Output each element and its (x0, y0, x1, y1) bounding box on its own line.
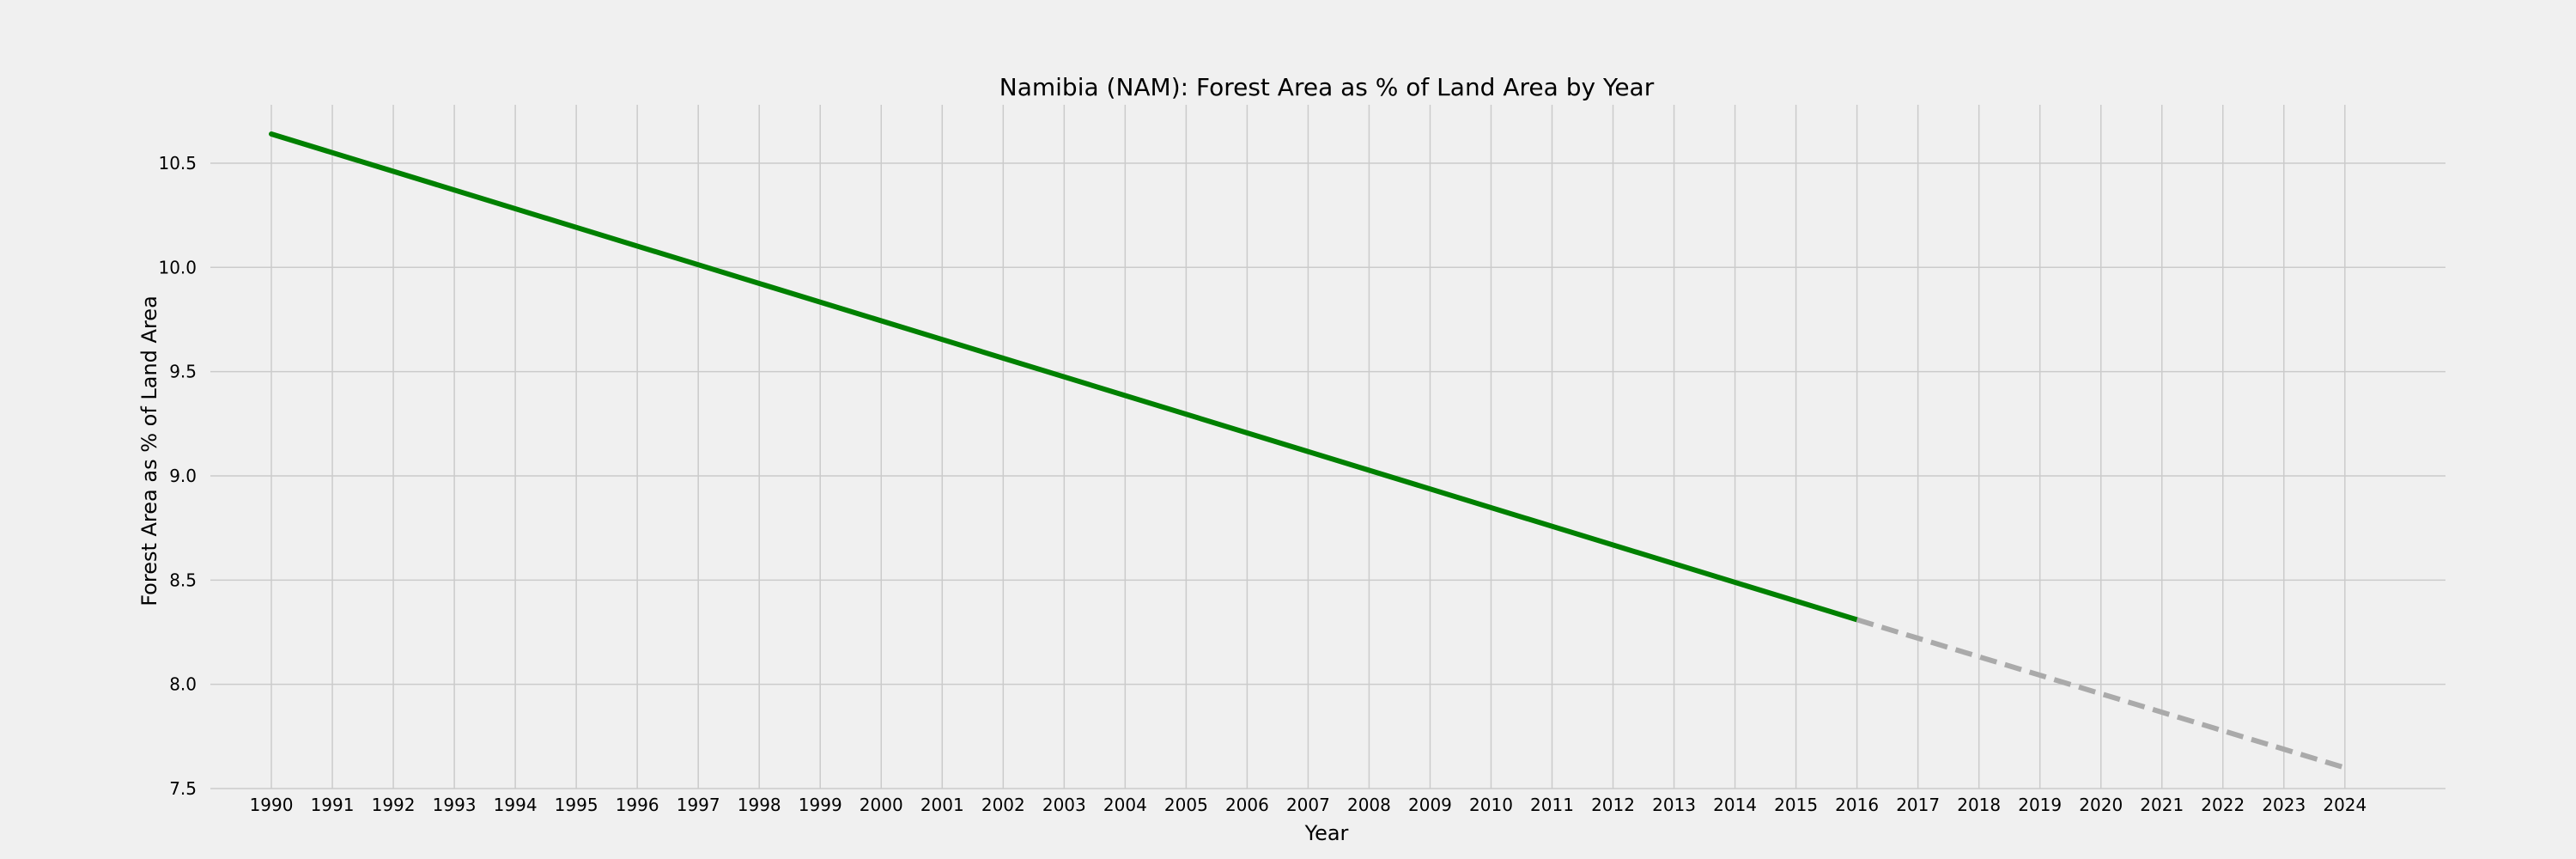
y-tick-label: 10.0 (158, 257, 197, 277)
x-axis-label: Year (1304, 821, 1349, 845)
x-tick-label: 2016 (1835, 795, 1879, 815)
x-tick-label: 2015 (1774, 795, 1818, 815)
y-axis-label: Forest Area as % of Land Area (137, 295, 161, 606)
x-tick-label: 1991 (311, 795, 355, 815)
x-tick-label: 2000 (860, 795, 903, 815)
x-tick-label: 2002 (981, 795, 1025, 815)
x-tick-label: 1999 (799, 795, 842, 815)
x-tick-label: 2001 (920, 795, 964, 815)
x-tick-label: 2011 (1530, 795, 1574, 815)
x-tick-label: 2008 (1347, 795, 1391, 815)
x-tick-label: 1990 (250, 795, 294, 815)
x-tick-label: 2004 (1103, 795, 1147, 815)
series-line-projection (1856, 617, 2346, 771)
y-tick-label: 9.0 (169, 466, 197, 486)
y-tick-label: 8.0 (169, 674, 197, 695)
x-tick-label: 2022 (2201, 795, 2245, 815)
chart-title: Namibia (NAM): Forest Area as % of Land … (999, 73, 1655, 101)
x-tick-label: 2012 (1591, 795, 1635, 815)
y-tick-label: 7.5 (169, 778, 197, 799)
y-tick-label: 10.5 (158, 153, 197, 174)
x-tick-label: 2021 (2140, 795, 2184, 815)
y-tick-label: 8.5 (169, 570, 197, 590)
x-tick-label: 1997 (677, 795, 720, 815)
series-line-actual (269, 131, 1860, 623)
y-tick-label: 9.5 (169, 362, 197, 382)
x-tick-label: 2023 (2262, 795, 2306, 815)
x-tick-label: 2007 (1286, 795, 1330, 815)
x-tick-label: 2013 (1652, 795, 1696, 815)
x-tick-label: 2019 (2018, 795, 2062, 815)
x-tick-label: 2009 (1408, 795, 1452, 815)
x-tick-label: 2006 (1225, 795, 1269, 815)
x-tick-label: 1998 (738, 795, 781, 815)
x-tick-label: 1996 (616, 795, 659, 815)
x-tick-label: 2020 (2079, 795, 2123, 815)
x-tick-label: 1995 (555, 795, 598, 815)
x-tick-label: 2018 (1957, 795, 2001, 815)
x-tick-label: 1994 (494, 795, 538, 815)
x-axis: 1990 1991 1992 1993 1994 1995 1996 1997 1998 1999… (250, 795, 2367, 815)
y-axis: 7.5 8.0 8.5 9.0 9.5 10.0 10.5 (158, 153, 197, 799)
series (269, 131, 2346, 771)
x-tick-label: 2010 (1469, 795, 1513, 815)
x-tick-label: 2014 (1713, 795, 1757, 815)
x-tick-label: 1993 (433, 795, 477, 815)
x-tick-label: 2024 (2323, 795, 2366, 815)
grid (210, 105, 2445, 789)
x-tick-label: 1992 (372, 795, 416, 815)
x-tick-label: 2017 (1896, 795, 1940, 815)
x-tick-label: 2005 (1164, 795, 1208, 815)
x-tick-label: 2003 (1042, 795, 1086, 815)
